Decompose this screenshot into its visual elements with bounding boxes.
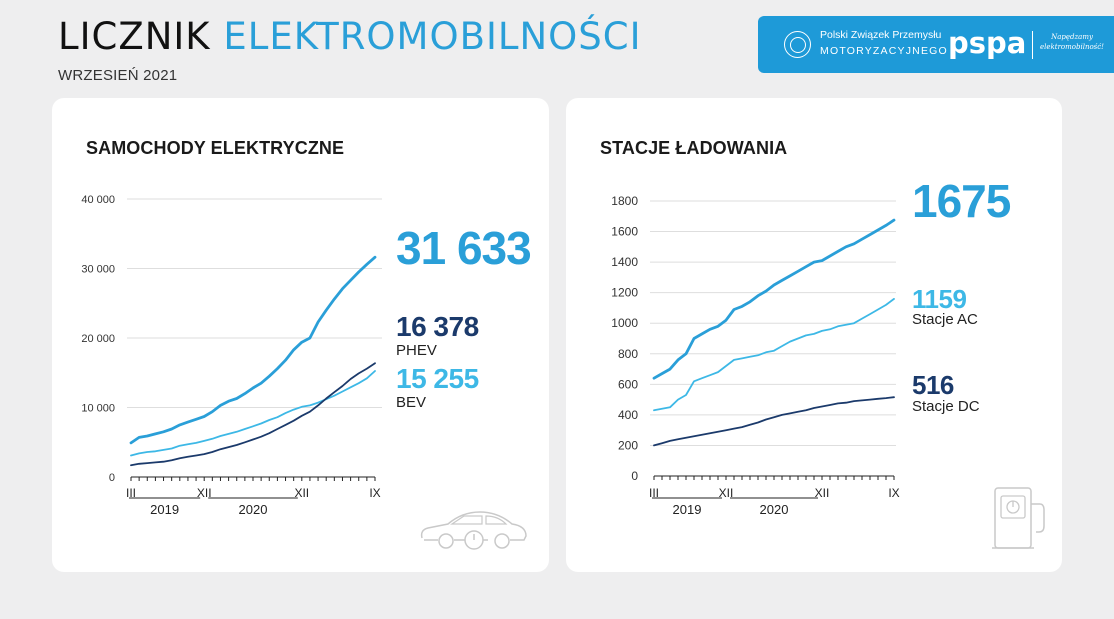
y-tick-label: 40 000 — [81, 194, 115, 206]
x-tick-label: XII — [719, 486, 734, 500]
y-tick-label: 10 000 — [81, 403, 115, 415]
title-part-2: ELEKTROMOBILNOŚCI — [223, 15, 642, 58]
dc-label: Stacje DC — [912, 398, 980, 415]
chart-charging-stations: 0 200 400 600 800 1000 1200 1400 1600 1800 III XII X… — [611, 194, 899, 517]
pspa-tagline: Napędzamy elektromobilność! — [1040, 33, 1104, 51]
charger-icon — [992, 487, 1045, 549]
series-line-stacje-dc — [653, 396, 895, 447]
y-tick-label: 1400 — [611, 255, 638, 269]
y-tick-label: 400 — [618, 408, 638, 422]
x-tick-label: IX — [888, 486, 899, 500]
y-tick-label: 0 — [109, 472, 115, 484]
card-title-cars: SAMOCHODY ELEKTRYCZNE — [86, 138, 345, 158]
series-line-total — [129, 255, 377, 445]
year-label: 2019 — [150, 502, 179, 517]
pzpm-name-line1: Polski Związek Przemysłu — [820, 29, 942, 41]
logo-divider — [1032, 31, 1033, 59]
bev-label: BEV — [396, 394, 427, 411]
y-tick-label: 200 — [618, 438, 638, 452]
year-label: 2019 — [673, 502, 702, 517]
ac-label: Stacje AC — [912, 311, 978, 328]
pzpm-name-line2: MOTORYZACYJNEGO — [820, 45, 948, 57]
phev-label: PHEV — [396, 342, 437, 359]
y-tick-label: 800 — [618, 347, 638, 361]
chart-electric-cars: 0 10 000 20 000 30 000 40 000 III XII XII IX 2019… — [81, 194, 382, 517]
phev-value: 16 378 — [396, 311, 479, 342]
series-line-bev — [130, 370, 376, 457]
dc-value: 516 — [912, 370, 954, 400]
year-label: 2020 — [760, 502, 789, 517]
x-tick-label: XII — [815, 486, 830, 500]
x-tick-label: XII — [197, 486, 212, 500]
series-line-stacje-ac — [653, 297, 895, 412]
x-tick-label: III — [126, 486, 136, 500]
x-tick-label: III — [649, 486, 659, 500]
car-icon — [420, 511, 527, 550]
ac-value: 1159 — [912, 284, 967, 314]
pzpm-logo-icon — [784, 31, 811, 58]
y-tick-label: 600 — [618, 377, 638, 391]
y-tick-label: 1000 — [611, 316, 638, 330]
x-tick-label: IX — [369, 486, 380, 500]
bev-value: 15 255 — [396, 363, 479, 394]
y-tick-label: 1600 — [611, 225, 638, 239]
title-part-1: LICZNIK — [58, 15, 211, 58]
y-tick-label: 20 000 — [81, 333, 115, 345]
card-charging-stations: STACJE ŁADOWANIA 0 200 400 600 800 1000 1200 14… — [566, 98, 1062, 572]
y-tick-label: 1200 — [611, 286, 638, 300]
pspa-logo: pspa — [948, 26, 1027, 60]
page-subtitle: WRZESIEŃ 2021 — [58, 67, 178, 84]
y-tick-label: 1800 — [611, 194, 638, 208]
card-title-stations: STACJE ŁADOWANIA — [600, 138, 788, 158]
total-stations-value: 1675 — [912, 175, 1011, 227]
partner-logos: Polski Związek Przemysłu MOTORYZACYJNEGO… — [758, 16, 1114, 73]
series-line-total — [652, 218, 896, 380]
y-tick-label: 0 — [631, 469, 638, 483]
year-label: 2020 — [239, 502, 268, 517]
total-cars-value: 31 633 — [396, 222, 532, 274]
page-title: LICZNIK ELEKTROMOBILNOŚCI — [58, 18, 642, 55]
series-line-phev — [130, 362, 376, 467]
card-electric-cars: SAMOCHODY ELEKTRYCZNE 0 10 000 20 000 30 00… — [52, 98, 549, 572]
y-tick-label: 30 000 — [81, 264, 115, 276]
x-tick-label: XII — [294, 486, 309, 500]
